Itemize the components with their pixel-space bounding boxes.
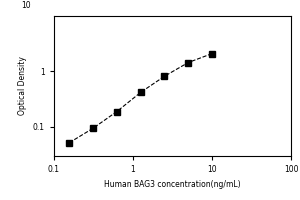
X-axis label: Human BAG3 concentration(ng/mL): Human BAG3 concentration(ng/mL): [104, 180, 241, 189]
Text: 10: 10: [21, 1, 30, 10]
Y-axis label: Optical Density: Optical Density: [18, 57, 27, 115]
